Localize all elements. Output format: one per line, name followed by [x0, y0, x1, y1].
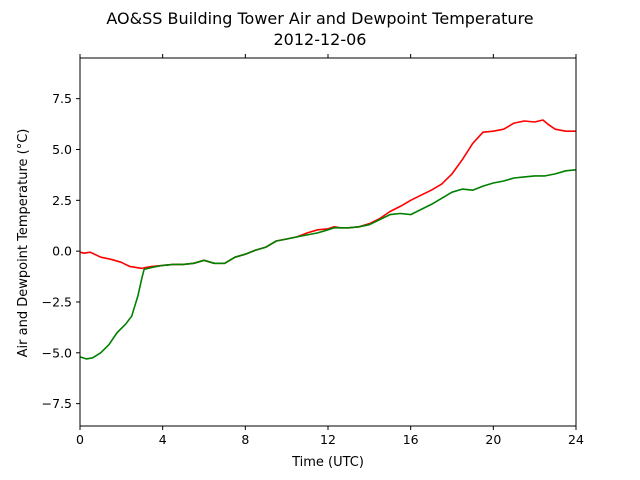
series-line-1 — [79, 119, 576, 270]
x-tick-label: 8 — [241, 432, 249, 447]
series-line-2 — [79, 169, 577, 360]
y-tick-label: −5.0 — [42, 345, 72, 360]
x-axis-label: Time (UTC) — [291, 455, 364, 470]
y-tick-label: −7.5 — [42, 396, 72, 411]
series-group — [79, 119, 577, 360]
x-tick-label: 0 — [76, 432, 84, 447]
y-axis-label: Air and Dewpoint Temperature (°C) — [16, 129, 31, 358]
y-tick-label: −2.5 — [42, 294, 72, 309]
y-tick-label: 7.5 — [52, 91, 72, 106]
y-tick-label: 5.0 — [52, 142, 72, 157]
chart-title: AO&SS Building Tower Air and Dewpoint Te… — [106, 9, 533, 28]
x-tick-label: 16 — [403, 432, 419, 447]
y-tick-label: 2.5 — [52, 193, 72, 208]
axis-ticks: 0 4 8 12 16 20 24 −7.5 −5.0 −2.5 0.0 2.5 5.0 7.5 — [42, 54, 584, 447]
chart-subtitle: 2012-12-06 — [274, 30, 367, 49]
x-tick-label: 20 — [485, 432, 501, 447]
y-tick-label: 0.0 — [52, 244, 72, 259]
x-tick-label: 12 — [320, 432, 336, 447]
x-tick-label: 24 — [568, 432, 584, 447]
plot-frame — [79, 57, 577, 427]
x-tick-label: 4 — [159, 432, 167, 447]
